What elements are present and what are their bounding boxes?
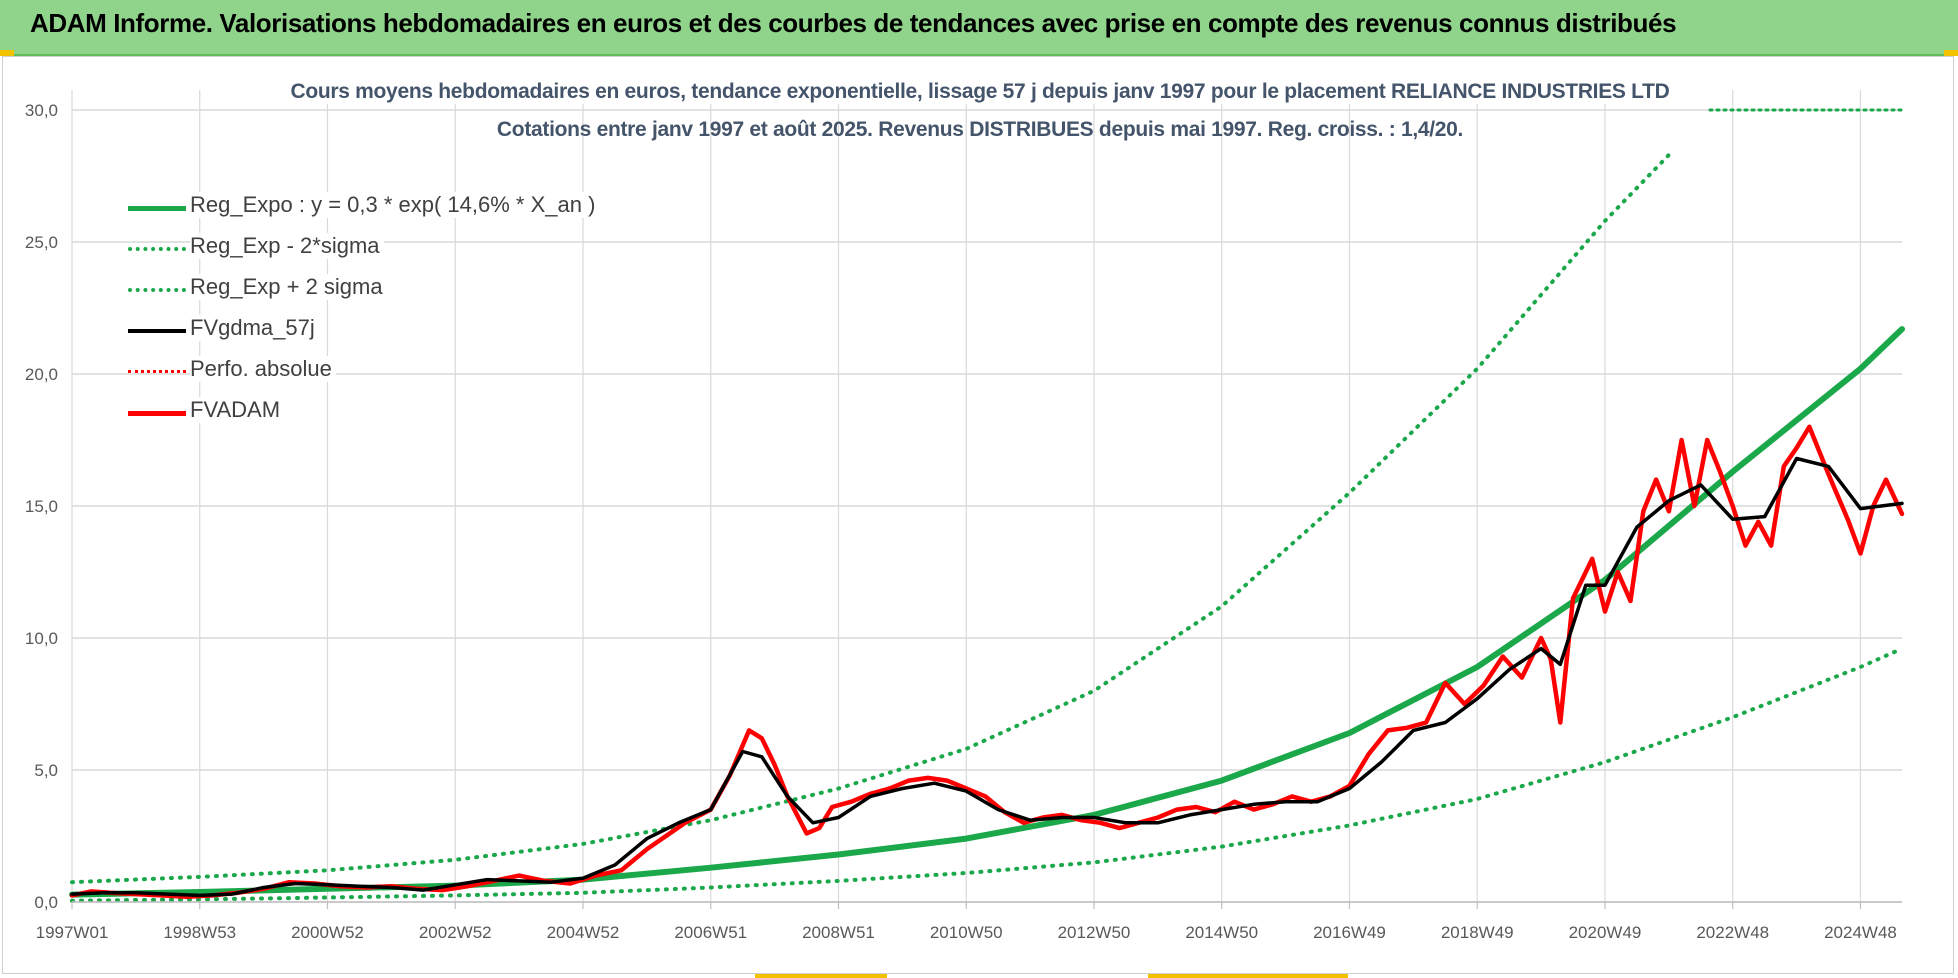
legend-swatch-fvgdma bbox=[128, 329, 186, 333]
x-tick-label: 2022W48 bbox=[1696, 923, 1769, 942]
legend-item-perfo-absolue: Perfo. absolue bbox=[128, 354, 648, 395]
legend-swatch-fvadam bbox=[128, 411, 186, 416]
legend-label-perfo-absolue: Perfo. absolue bbox=[190, 356, 336, 382]
chart-subtitle: Cotations entre janv 1997 et août 2025. … bbox=[496, 118, 1464, 141]
chart-legend: Reg_Expo : y = 0,3 * exp( 14,6% * X_an )… bbox=[128, 190, 648, 436]
chart-title: Cours moyens hebdomadaires en euros, ten… bbox=[230, 80, 1730, 104]
legend-item-reg-exp-minus: Reg_Exp - 2*sigma bbox=[128, 231, 648, 272]
series-fvgdma-57j bbox=[70, 456, 1904, 898]
report-title: ADAM Informe. Valorisations hebdomadaire… bbox=[30, 8, 1677, 38]
x-tick-label: 2020W49 bbox=[1569, 923, 1642, 942]
x-tick-label: 1998W53 bbox=[163, 923, 236, 942]
y-tick-label: 10,0 bbox=[25, 629, 58, 648]
footer-mark-2 bbox=[1148, 974, 1348, 978]
legend-label-fvgdma: FVgdma_57j bbox=[190, 315, 319, 341]
x-tick-label: 2006W51 bbox=[674, 923, 747, 942]
legend-item-reg-expo: Reg_Expo : y = 0,3 * exp( 14,6% * X_an ) bbox=[128, 190, 648, 231]
legend-label-fvadam: FVADAM bbox=[190, 397, 285, 423]
series-reg-exp-minus-2sigma bbox=[70, 646, 1904, 903]
legend-swatch-reg-expo bbox=[128, 206, 186, 211]
banner-corner-right bbox=[1944, 50, 1958, 56]
x-tick-label: 2024W48 bbox=[1824, 923, 1897, 942]
legend-swatch-perfo-absolue bbox=[128, 370, 186, 373]
y-tick-label: 20,0 bbox=[25, 365, 58, 384]
x-tick-label: 2018W49 bbox=[1441, 923, 1514, 942]
y-tick-label: 25,0 bbox=[25, 233, 58, 252]
legend-item-reg-exp-plus: Reg_Exp + 2 sigma bbox=[128, 272, 648, 313]
axis-ticks: 0,0 5,0 10,0 15,0 20,0 25,0 30,0 1997W01 1998W53… bbox=[25, 101, 1902, 942]
x-tick-label: 2014W50 bbox=[1185, 923, 1258, 942]
legend-swatch-reg-exp-minus bbox=[128, 247, 186, 251]
y-tick-label: 30,0 bbox=[25, 101, 58, 120]
legend-label-reg-expo: Reg_Expo : y = 0,3 * exp( 14,6% * X_an ) bbox=[190, 192, 600, 218]
y-tick-label: 0,0 bbox=[34, 893, 58, 912]
legend-label-reg-exp-plus: Reg_Exp + 2 sigma bbox=[190, 274, 387, 300]
chart-frame bbox=[2, 56, 1954, 974]
legend-item-fvadam: FVADAM bbox=[128, 395, 648, 436]
x-tick-label: 2004W52 bbox=[547, 923, 620, 942]
y-tick-label: 15,0 bbox=[25, 497, 58, 516]
series-fvadam bbox=[69, 424, 1905, 899]
legend-label-reg-exp-minus: Reg_Exp - 2*sigma bbox=[190, 233, 384, 259]
series-reg-exp-plus-2sigma bbox=[70, 152, 1671, 885]
banner-corner-left bbox=[0, 50, 14, 56]
x-tick-label: 2010W50 bbox=[930, 923, 1003, 942]
legend-swatch-reg-exp-plus bbox=[128, 288, 186, 292]
x-tick-label: 2002W52 bbox=[419, 923, 492, 942]
x-tick-label: 2000W52 bbox=[291, 923, 364, 942]
y-tick-label: 5,0 bbox=[34, 761, 58, 780]
x-tick-label: 2012W50 bbox=[1058, 923, 1131, 942]
x-tick-label: 2016W49 bbox=[1313, 923, 1386, 942]
x-tick-label: 1997W01 bbox=[36, 923, 109, 942]
series-lines bbox=[69, 108, 1905, 903]
x-tick-label: 2008W51 bbox=[802, 923, 875, 942]
footer-mark-1 bbox=[755, 974, 887, 978]
legend-item-fvgdma: FVgdma_57j bbox=[128, 313, 648, 354]
report-banner: ADAM Informe. Valorisations hebdomadaire… bbox=[0, 0, 1958, 56]
